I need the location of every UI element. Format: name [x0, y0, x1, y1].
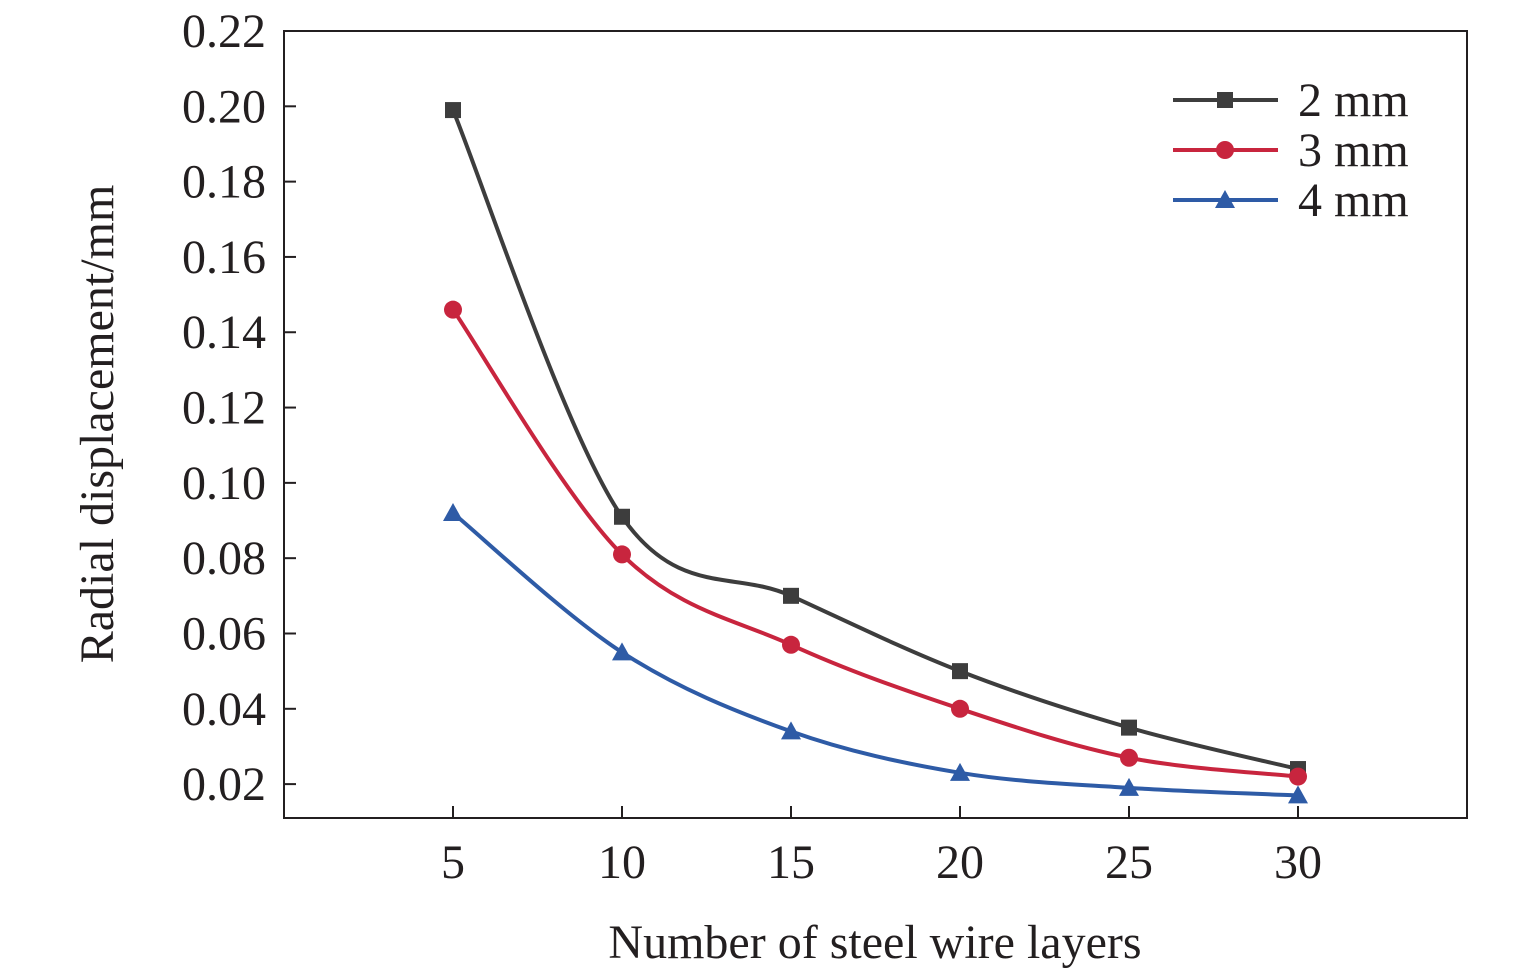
plot-frame [283, 30, 1468, 819]
data-point-2-mm [614, 508, 630, 525]
y-tick-label: 0.10 [182, 457, 266, 510]
data-point-4-mm [781, 721, 801, 740]
y-tick-label: 0.20 [182, 80, 266, 133]
legend-label: 2 mm [1298, 74, 1409, 127]
data-point-4-mm [950, 762, 970, 781]
legend: 2 mm3 mm4 mm [1173, 74, 1409, 227]
data-point-4-mm [612, 642, 632, 661]
legend-marker [1215, 190, 1235, 208]
legend-label: 4 mm [1298, 174, 1409, 227]
y-axis: 0.02 0.04 0.06 0.08 0.10 0.12 0.14 0.16 0.18 0.20… [182, 5, 296, 811]
series-line-3-mm [451, 307, 1300, 779]
series-line-2-mm [451, 108, 1300, 772]
x-axis: 5 10 15 20 25 30 [441, 806, 1322, 889]
legend-item-3-mm: 3 mm [1173, 124, 1409, 177]
x-tick-label: 10 [598, 836, 646, 889]
y-tick-label: 0.14 [182, 306, 266, 359]
x-axis-title: Number of steel wire layers [608, 916, 1141, 969]
series-4-mm [443, 502, 1308, 804]
legend-item-4-mm: 4 mm [1173, 174, 1409, 227]
data-point-4-mm [1288, 785, 1308, 804]
y-tick-label: 0.06 [182, 607, 266, 660]
y-tick-label: 0.16 [182, 231, 266, 284]
series-2-mm [445, 102, 1306, 778]
y-axis-title: Radial displacement/mm [71, 185, 124, 664]
x-tick-label: 30 [1274, 836, 1322, 889]
series-layer [443, 102, 1308, 804]
x-tick-label: 15 [767, 836, 815, 889]
data-point-3-mm [782, 635, 800, 654]
series-line-4-mm [451, 510, 1300, 798]
data-point-3-mm [1120, 748, 1138, 767]
legend-marker [1217, 92, 1233, 108]
data-point-3-mm [951, 699, 969, 718]
x-tick-label: 5 [441, 836, 465, 889]
data-point-3-mm [444, 300, 462, 319]
data-point-3-mm [613, 545, 631, 564]
x-tick-label: 25 [1105, 836, 1153, 889]
data-point-3-mm [1289, 767, 1307, 786]
data-point-2-mm [1121, 719, 1137, 736]
legend-item-2-mm: 2 mm [1173, 74, 1409, 127]
y-tick-label: 0.02 [182, 758, 266, 811]
series-3-mm [444, 300, 1307, 786]
y-tick-label: 0.08 [182, 532, 266, 585]
data-point-2-mm [445, 102, 461, 119]
data-point-2-mm [952, 663, 968, 680]
data-point-4-mm [1119, 777, 1139, 796]
y-tick-label: 0.22 [182, 5, 266, 58]
legend-marker [1216, 141, 1234, 159]
y-tick-label: 0.12 [182, 382, 266, 435]
legend-label: 3 mm [1298, 124, 1409, 177]
y-tick-label: 0.04 [182, 683, 266, 736]
y-tick-label: 0.18 [182, 156, 266, 209]
x-tick-label: 20 [936, 836, 984, 889]
data-point-2-mm [783, 587, 799, 604]
data-point-4-mm [443, 502, 463, 521]
